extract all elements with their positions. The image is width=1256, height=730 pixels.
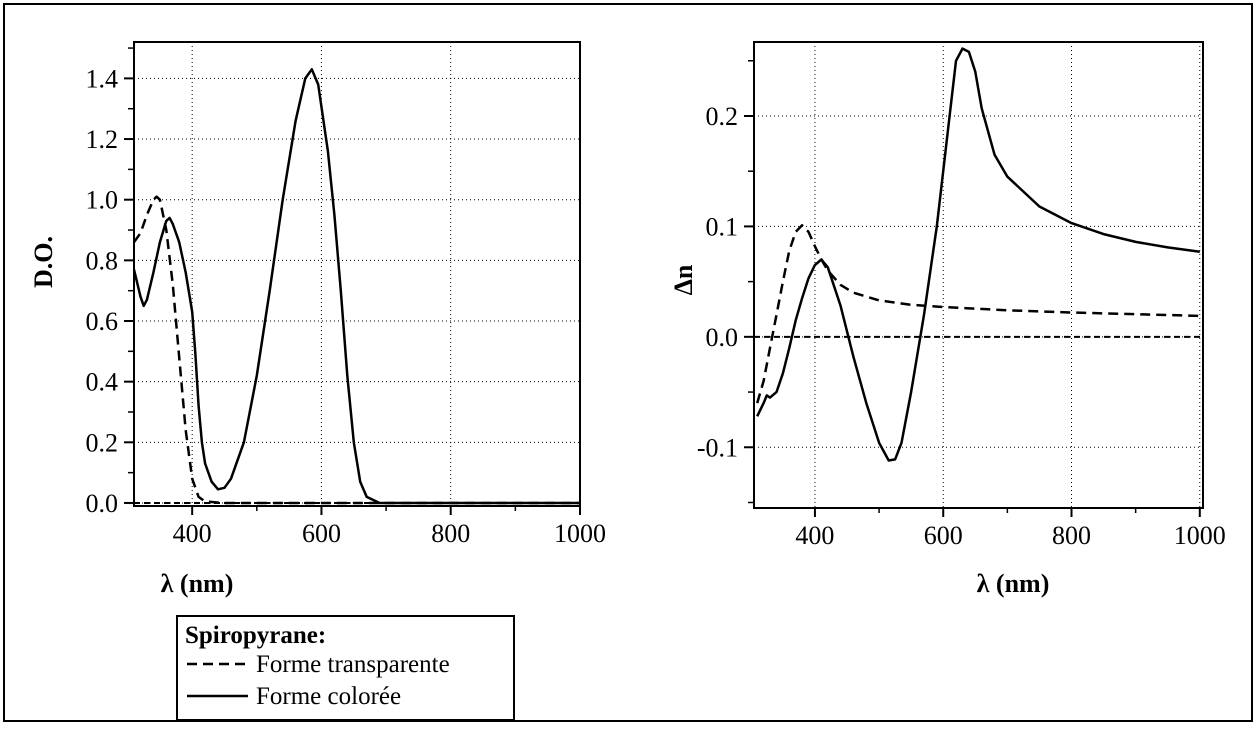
y-tick-label: 0.4 [86, 368, 119, 397]
x-axis-title-left: λ (nm) [161, 569, 234, 598]
y-tick-label: 1.2 [86, 125, 119, 154]
y-tick-label: 0.2 [706, 102, 739, 131]
series-line-dashed [132, 195, 580, 505]
x-tick-label: 1000 [1174, 521, 1226, 550]
legend-label-transparente: Forme transparente [256, 651, 450, 678]
legend-label-coloree: Forme colorée [256, 683, 401, 710]
chart-optical-density: 400 600 800 1000 0.0 0.2 0.4 0.6 0.8 1.0 1.2 1.4 [86, 41, 606, 548]
x-tick-label: 800 [1052, 521, 1091, 550]
y-tick-label: 0.1 [706, 212, 739, 241]
y-tick-label: 0.0 [86, 489, 119, 518]
y-tick-label: 1.4 [86, 64, 119, 93]
legend-title: Spiropyrane: [185, 622, 326, 649]
x-tick-label: 400 [173, 519, 212, 548]
chart-refractive-index-change: 400 600 800 1000 -0.1 0.0 0.1 0.2 [697, 41, 1226, 550]
x-axis-title-right: λ (nm) [977, 569, 1050, 598]
series-line-solid [132, 68, 580, 505]
x-tick-label: 600 [924, 521, 963, 550]
y-tick-label: 0.2 [86, 428, 119, 457]
y-tick-label: 0.6 [86, 307, 119, 336]
legend: Spiropyrane: Forme transparente Forme co… [176, 615, 515, 721]
x-tick-label: 1000 [554, 519, 606, 548]
y-tick-label: 0.0 [706, 323, 739, 352]
y-axis-title-right: Δn [669, 264, 698, 295]
x-tick-label: 400 [795, 521, 834, 550]
x-tick-label: 800 [431, 519, 470, 548]
series-line-solid [756, 47, 1200, 462]
legend-box [176, 615, 515, 721]
plot-frame [753, 41, 1204, 509]
y-axis-title-left: D.O. [29, 236, 58, 288]
y-tick-label: 1.0 [86, 186, 119, 215]
y-tick-label: 0.8 [86, 246, 119, 275]
x-tick-label: 600 [302, 519, 341, 548]
figure-frame [3, 3, 1253, 722]
series-line-dashed [755, 224, 1200, 404]
y-tick-label: -0.1 [697, 433, 738, 462]
